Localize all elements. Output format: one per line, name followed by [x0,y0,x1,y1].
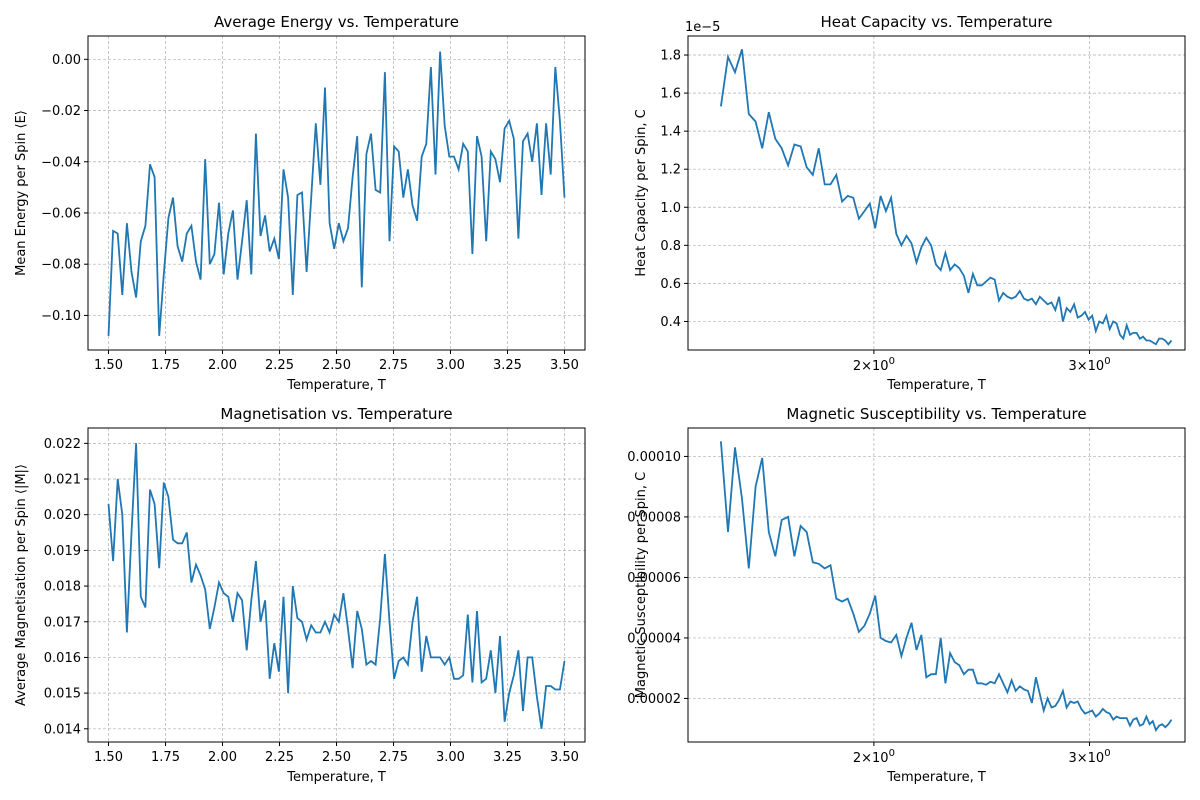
x-tick-label: 2×100 [853,356,895,374]
y-offset-label: 1e−5 [685,20,720,35]
x-tick-exponent: 0 [1104,748,1110,759]
y-tick-label: −0.02 [41,104,81,119]
y-tick-label: 0.016 [44,651,81,666]
x-tick-label: 3.50 [550,750,579,765]
x-tick-label: 1.50 [94,358,123,373]
x-tick-label: 2.25 [265,358,294,373]
x-tick-base: 3 [1068,359,1076,374]
x-tick-label: 2.75 [379,358,408,373]
chart-title: Heat Capacity vs. Temperature [821,13,1053,31]
x-tick-label: 2.75 [379,750,408,765]
x-tick-label: 3.00 [436,358,465,373]
y-tick-label: 0.021 [44,473,81,488]
y-axis-label: Heat Capacity per Spin, C [634,109,649,276]
x-tick-label: 2.50 [322,358,351,373]
y-tick-label: 0.00006 [627,571,681,586]
y-tick-label: −0.04 [41,155,81,170]
y-axis-label: Magnetic Susceptibility per Spin, C [634,472,649,698]
chart-title: Average Energy vs. Temperature [214,13,459,31]
subplot-4: 2×100 3×1000.000020.000040.000060.000080.… [627,405,1186,785]
series-line [107,51,566,336]
x-tick-exponent: 0 [889,356,895,367]
x-axis-label: Temperature, T [286,378,386,393]
x-tick-base: 3 [1068,751,1076,766]
axes-frame [687,427,1186,743]
x-tick-base10: 10 [1088,359,1105,374]
x-axis-label: Temperature, T [886,378,986,393]
y-tick-label: 0.00004 [627,631,681,646]
x-axis-label: Temperature, T [286,770,386,785]
y-tick-label: 1.4 [660,125,681,140]
y-tick-label: 0.017 [44,615,81,630]
x-tick-label: 2.25 [265,750,294,765]
x-tick-label: 1.50 [94,750,123,765]
x-tick-base10: 10 [872,751,889,766]
y-tick-label: 0.6 [660,277,681,292]
x-tick-base: 2 [853,359,861,374]
chart-title: Magnetisation vs. Temperature [220,405,452,423]
series-line [720,49,1173,346]
y-tick-label: 0.018 [44,580,81,595]
chart-title: Magnetic Susceptibility vs. Temperature [786,405,1086,423]
x-tick-times: × [1077,359,1088,374]
y-tick-label: −0.06 [41,206,81,221]
x-tick-label: 1.75 [151,750,180,765]
y-tick-label: 0.015 [44,687,81,702]
x-tick-base10: 10 [1088,751,1105,766]
x-tick-label: 3.25 [493,358,522,373]
axes-frame [687,35,1186,351]
y-tick-label: 0.00002 [627,692,681,707]
y-tick-label: 0.8 [660,239,681,254]
x-tick-exponent: 0 [889,748,895,759]
x-tick-times: × [1077,751,1088,766]
y-axis-label: Mean Energy per Spin ⟨E⟩ [14,110,29,276]
y-tick-label: 1.2 [660,163,681,178]
y-tick-label: 1.0 [660,201,681,216]
x-tick-label: 2.50 [322,750,351,765]
y-tick-label: 0.4 [660,315,681,330]
x-tick-label: 3.25 [493,750,522,765]
y-tick-label: 1.8 [660,49,681,64]
x-tick-base10: 10 [872,359,889,374]
y-tick-label: 0.022 [44,437,81,452]
y-tick-label: 1.6 [660,87,681,102]
x-axis-label: Temperature, T [886,770,986,785]
y-tick-label: 0.00008 [627,510,681,525]
y-tick-label: 0.019 [44,544,81,559]
x-tick-times: × [861,751,872,766]
y-tick-label: 0.00 [52,53,81,68]
x-tick-label: 3.50 [550,358,579,373]
x-tick-label: 1.75 [151,358,180,373]
x-tick-label: 2×100 [853,748,895,766]
y-tick-label: 0.014 [44,722,81,737]
x-tick-label: 3.00 [436,750,465,765]
x-tick-label: 2.00 [208,750,237,765]
series-line [720,441,1173,733]
x-tick-label: 3×100 [1068,748,1110,766]
x-tick-times: × [861,359,872,374]
y-tick-label: 0.00010 [627,450,681,465]
y-tick-label: 0.020 [44,508,81,523]
x-tick-label: 2.00 [208,358,237,373]
y-tick-label: −0.08 [41,258,81,273]
x-tick-exponent: 0 [1104,356,1110,367]
y-axis-label: Average Magnetisation per Spin ⟨|M|⟩ [14,464,29,706]
series-line [107,443,566,729]
x-tick-label: 3×100 [1068,356,1110,374]
y-tick-label: −0.10 [41,309,81,324]
subplot-3: 1.50 1.75 2.00 2.25 2.50 2.75 3.00 3.25 3.50 0.01… [14,405,586,785]
subplot-1: 1.50 1.75 2.00 2.25 2.50 2.75 3.00 3.25 3.50 −0.1… [14,13,586,393]
x-tick-base: 2 [853,751,861,766]
